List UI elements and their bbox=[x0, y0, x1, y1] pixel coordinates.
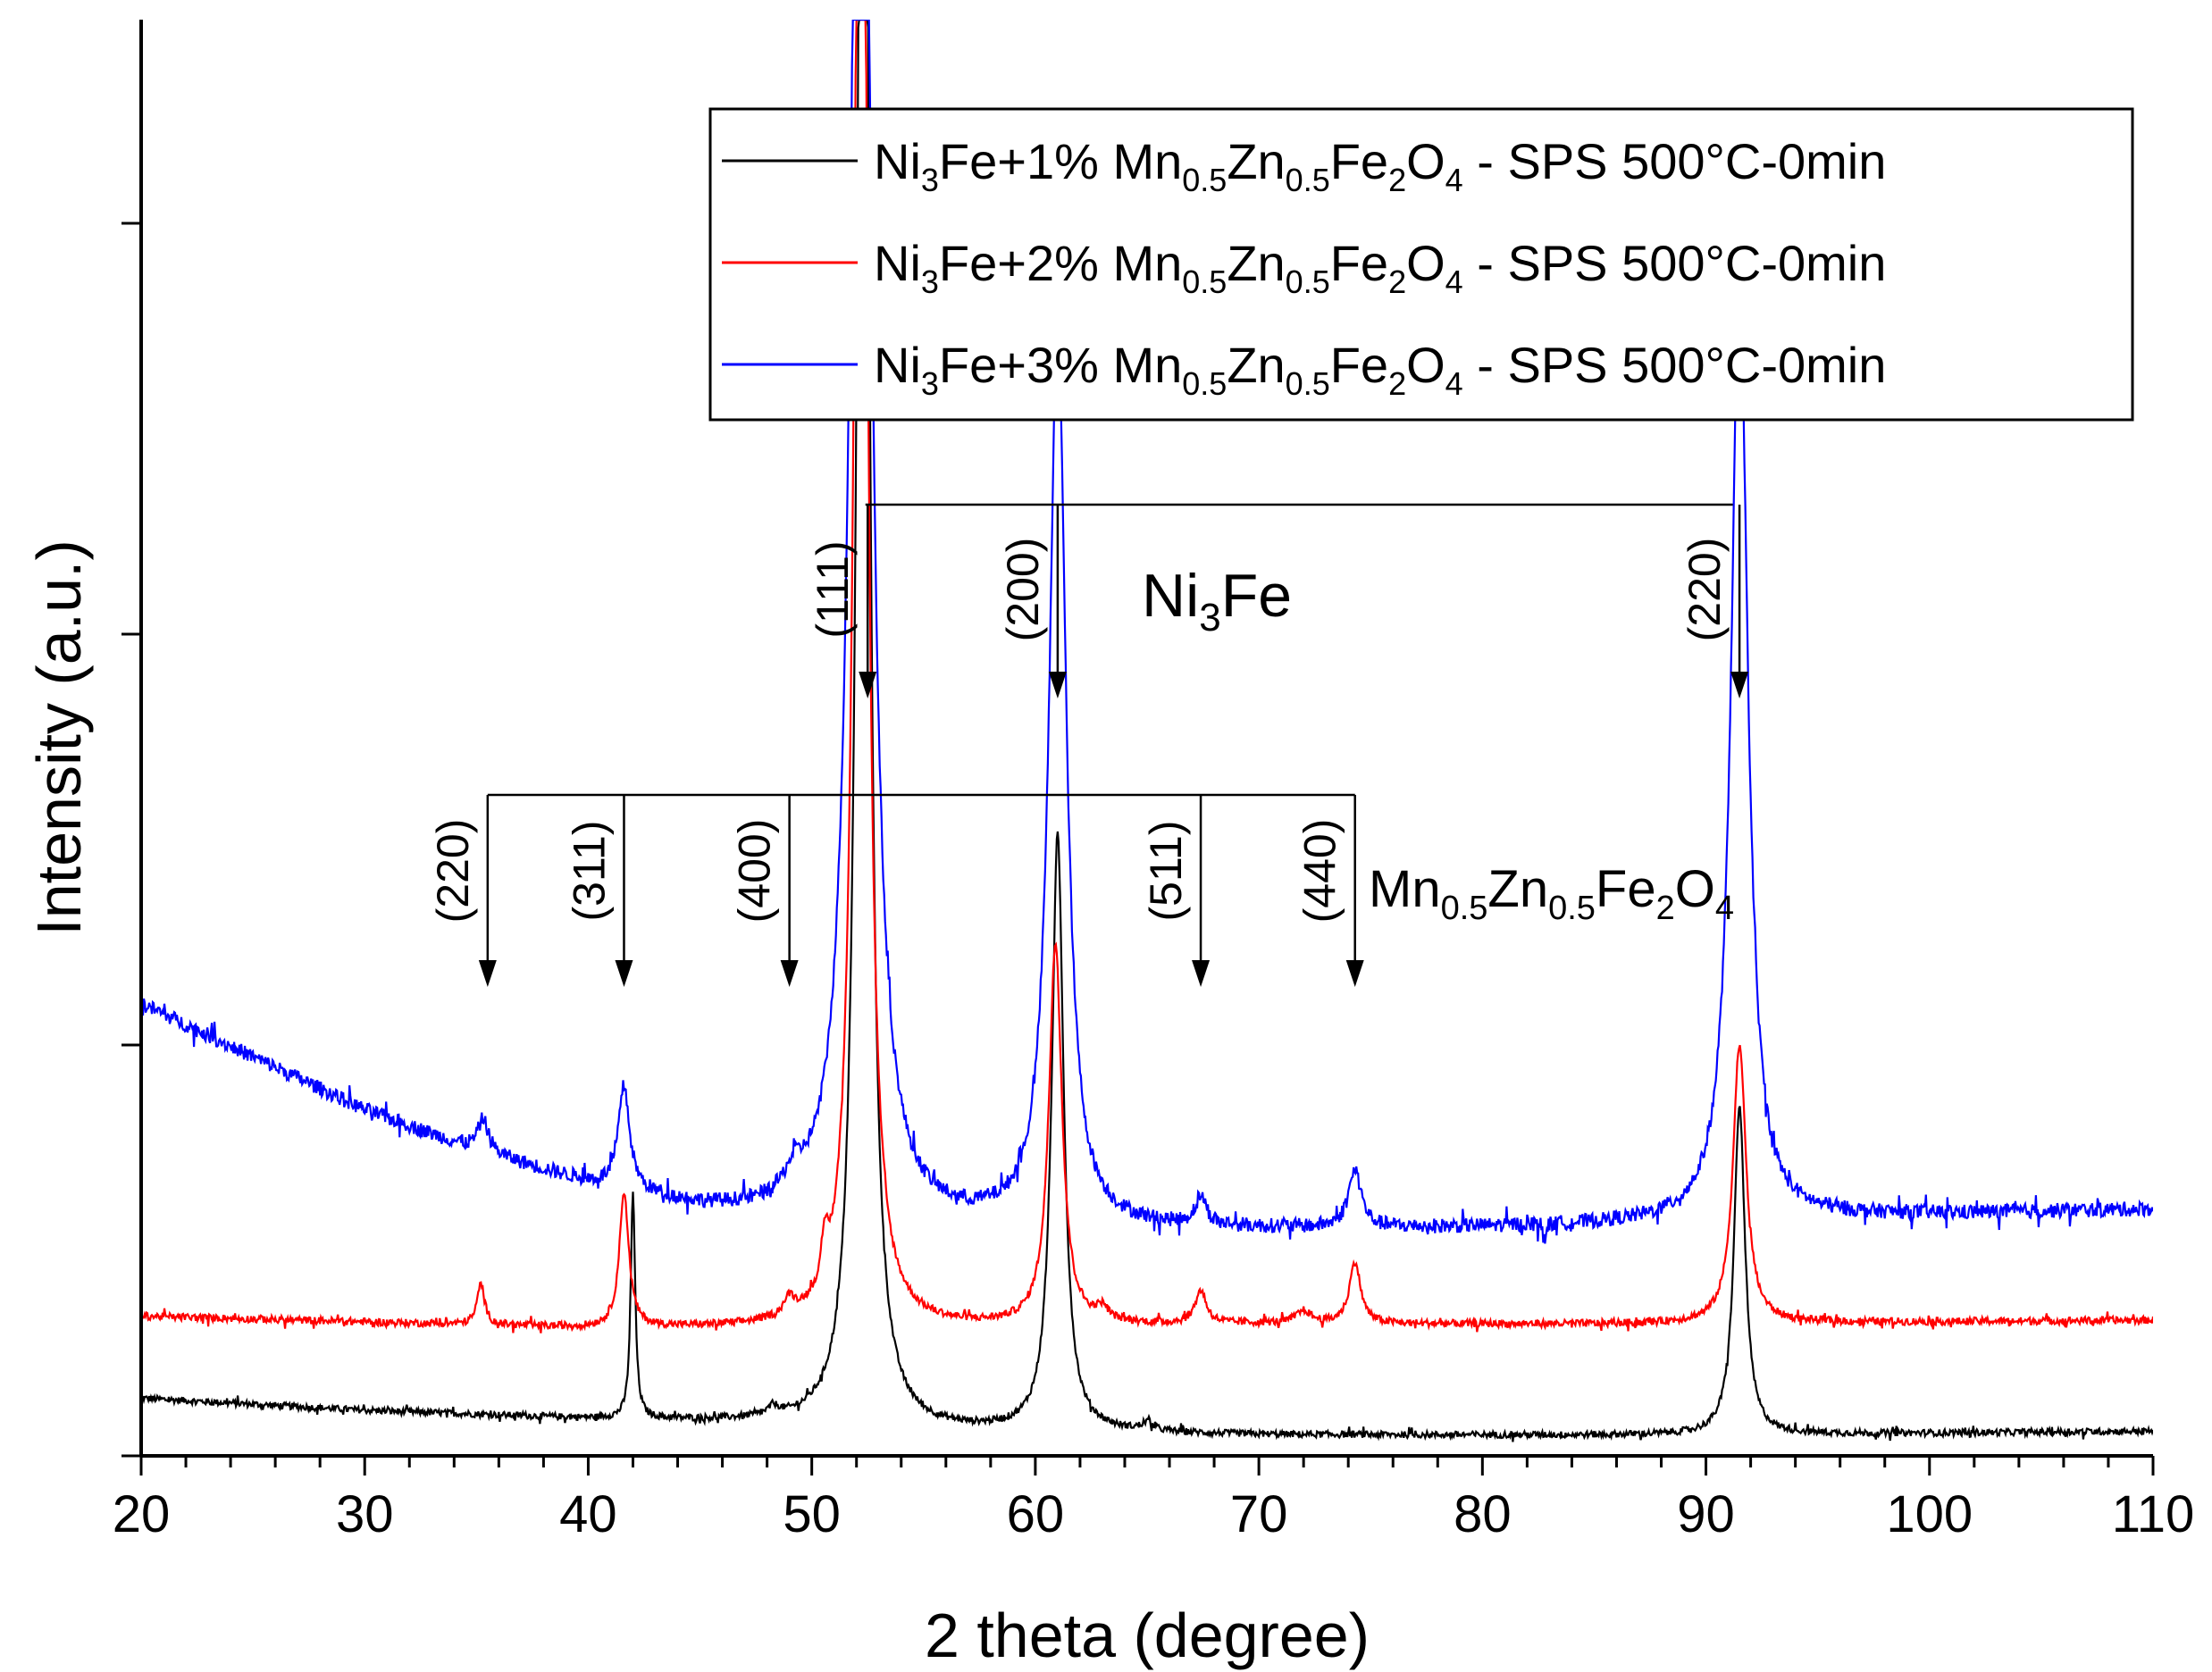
x-tick-label: 60 bbox=[1007, 1485, 1065, 1543]
ni3fe-marker-arrow bbox=[1048, 672, 1067, 698]
series-line-2 bbox=[141, 20, 2153, 1333]
y-axis-title: Intensity (a.u.) bbox=[24, 539, 94, 936]
series-line-3 bbox=[141, 20, 2153, 1244]
x-tick-label: 20 bbox=[113, 1485, 171, 1543]
x-tick-label: 80 bbox=[1454, 1485, 1512, 1543]
ferrite-marker-arrow bbox=[1345, 960, 1364, 987]
annotation-layer: (111) (200) (220) Ni3Fe (220) (311) (400) (511)… bbox=[428, 503, 1749, 987]
x-tick-label: 110 bbox=[2112, 1485, 2194, 1543]
ferrite-peak-label: (511) bbox=[1141, 820, 1191, 921]
ni3fe-peak-label: (220) bbox=[1680, 538, 1730, 642]
x-tick-label: 100 bbox=[1886, 1485, 1973, 1543]
legend-entry: Ni3Fe+1% Mn0.5Zn0.5Fe2O4 - SPS 500°C-0mi… bbox=[874, 133, 1886, 198]
ni3fe-peak-label: (111) bbox=[808, 540, 858, 638]
x-tick-label: 90 bbox=[1677, 1485, 1735, 1543]
ni3fe-peak-label: (200) bbox=[998, 538, 1048, 642]
series-line-1 bbox=[141, 20, 2153, 1442]
legend: Ni3Fe+1% Mn0.5Zn0.5Fe2O4 - SPS 500°C-0mi… bbox=[708, 107, 2134, 422]
legend-entry: Ni3Fe+2% Mn0.5Zn0.5Fe2O4 - SPS 500°C-0mi… bbox=[874, 235, 1886, 300]
ni3fe-phase-label: Ni3Fe bbox=[1142, 562, 1292, 640]
legend-entry: Ni3Fe+3% Mn0.5Zn0.5Fe2O4 - SPS 500°C-0mi… bbox=[874, 337, 1886, 402]
axes-layer bbox=[139, 20, 2153, 1458]
x-axis-title: 2 theta (degree) bbox=[925, 1601, 1370, 1670]
ferrite-phase-label: Mn0.5Zn0.5Fe2O4 bbox=[1369, 860, 1734, 927]
ferrite-peak-label: (440) bbox=[1295, 819, 1345, 924]
ferrite-peak-label: (220) bbox=[428, 819, 478, 924]
legend-box bbox=[708, 107, 2134, 422]
ni3fe-marker-arrow bbox=[1730, 672, 1749, 698]
tick-layer: 20 30 40 50 60 70 80 90 100 110 bbox=[113, 222, 2194, 1543]
ni3fe-marker-arrow bbox=[859, 672, 877, 698]
ferrite-marker-arrow bbox=[1192, 960, 1211, 987]
ferrite-peak-label: (400) bbox=[730, 819, 780, 924]
x-tick-label: 30 bbox=[336, 1485, 394, 1543]
ferrite-marker-arrow bbox=[478, 960, 497, 987]
ferrite-peak-label: (311) bbox=[564, 820, 614, 921]
x-tick-label: 40 bbox=[559, 1485, 617, 1543]
x-tick-label: 50 bbox=[783, 1485, 841, 1543]
series-layer bbox=[141, 20, 2153, 1442]
x-tick-label: 70 bbox=[1230, 1485, 1288, 1543]
ferrite-marker-arrow bbox=[615, 960, 633, 987]
ferrite-marker-arrow bbox=[780, 960, 799, 987]
